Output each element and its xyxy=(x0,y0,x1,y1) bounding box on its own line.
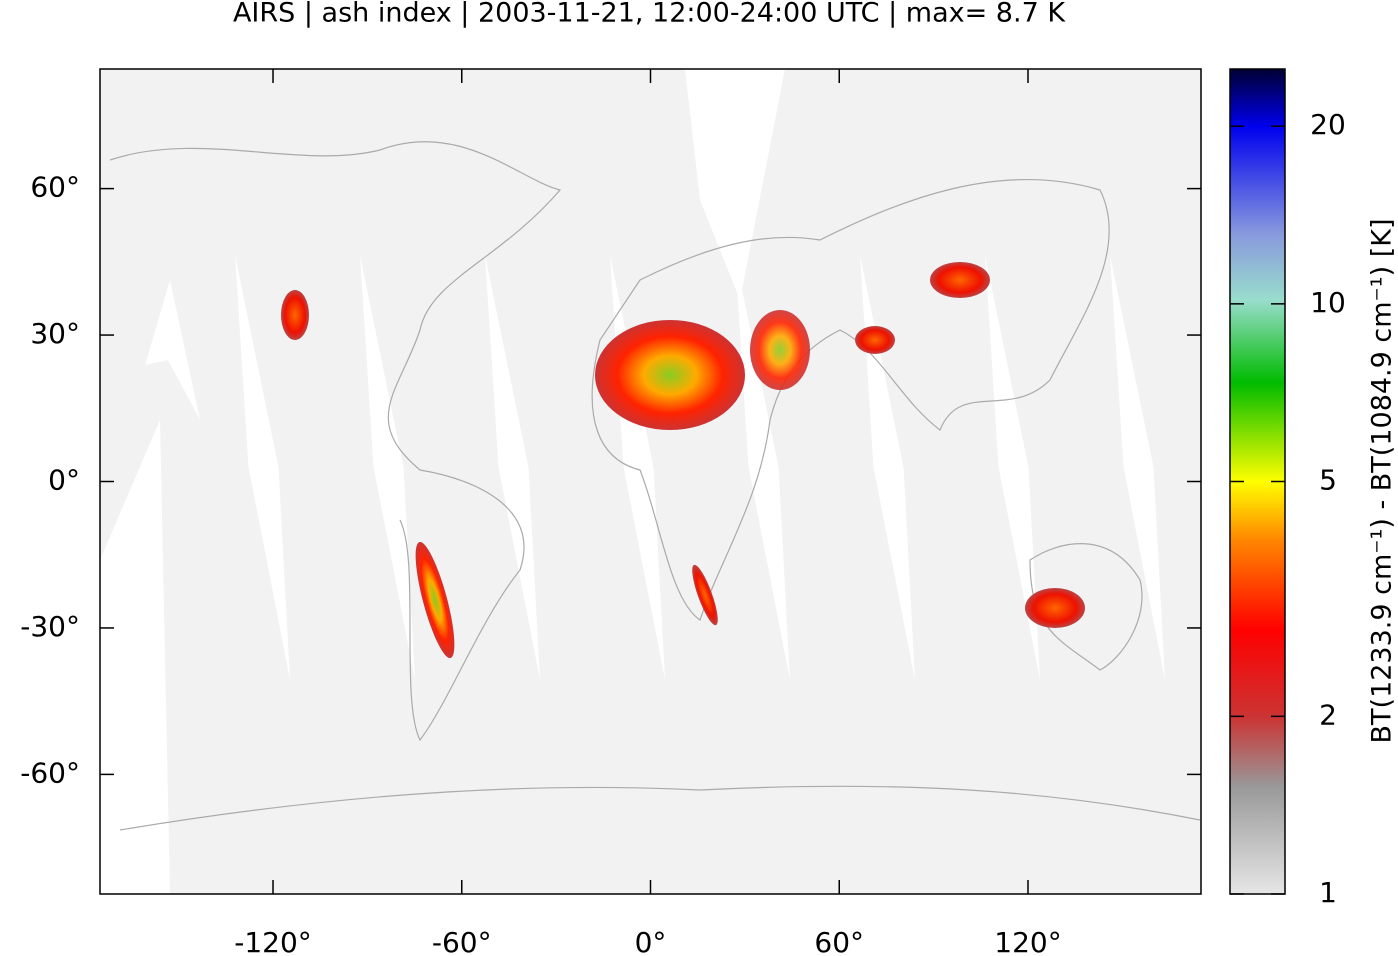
swath-gap xyxy=(735,255,790,680)
colorbar-tick-label: 5 xyxy=(1319,464,1337,497)
swath-gap xyxy=(360,255,415,680)
colorbar-tick-label: 2 xyxy=(1319,698,1337,731)
swath-gap xyxy=(235,255,290,680)
y-tick-label: 60° xyxy=(30,171,80,204)
colorbar-tick-label: 20 xyxy=(1310,108,1346,141)
x-tick-label: -120° xyxy=(234,926,312,956)
colorbar-label: BT(1233.9 cm⁻¹) - BT(1084.9 cm⁻¹) [K] xyxy=(1367,219,1398,744)
swath-gaps xyxy=(100,69,1165,894)
colorbar-tick-label: 10 xyxy=(1310,286,1346,319)
x-tick-label: 120° xyxy=(994,926,1061,956)
x-tick-label: 0° xyxy=(635,926,667,956)
y-tick-label: -30° xyxy=(20,610,80,643)
chart-title: AIRS | ash index | 2003-11-21, 12:00-24:… xyxy=(233,0,1066,29)
swath-gap xyxy=(860,255,915,680)
swath-gap xyxy=(985,255,1040,680)
y-tick-label: 0° xyxy=(48,464,80,497)
map-area xyxy=(100,69,1201,894)
x-tick-label: -60° xyxy=(432,926,492,956)
swath-gap xyxy=(1110,255,1165,680)
colorbar-tick-label: 1 xyxy=(1319,876,1337,909)
swath-gap xyxy=(485,255,540,680)
coastlines xyxy=(109,141,1201,831)
y-tick-label: -60° xyxy=(20,756,80,789)
y-tick-label: 30° xyxy=(30,317,80,350)
x-tick-label: 60° xyxy=(814,926,864,956)
ash-regions xyxy=(281,262,1085,659)
